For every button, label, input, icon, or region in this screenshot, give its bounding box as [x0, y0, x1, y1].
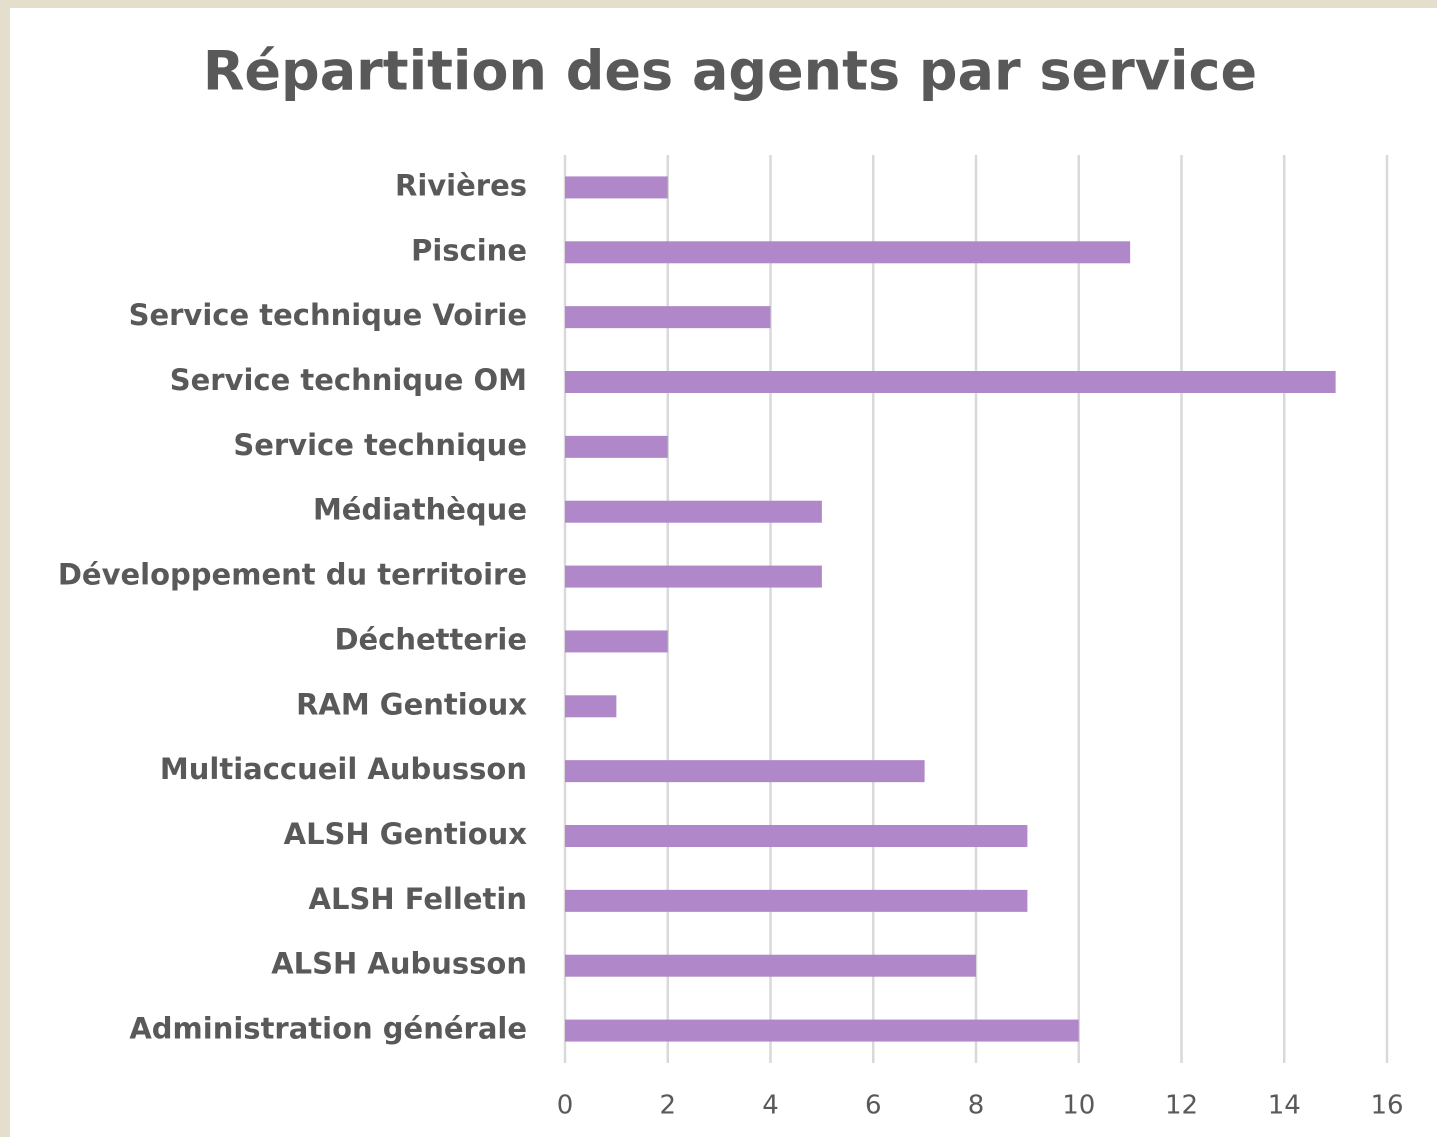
y-tick-label: Administration générale — [129, 1012, 527, 1046]
bar — [565, 241, 1131, 264]
y-tick-label: Multiaccueil Aubusson — [160, 752, 527, 786]
y-tick-label: Rivières — [395, 168, 527, 202]
x-tick-label: 4 — [762, 1091, 779, 1121]
bar — [565, 500, 822, 523]
y-tick-label: ALSH Felletin — [309, 882, 527, 916]
x-tick-label: 2 — [659, 1091, 676, 1121]
x-tick-label: 14 — [1268, 1091, 1301, 1121]
y-tick-label: RAM Gentioux — [296, 687, 527, 721]
x-tick-label: 10 — [1062, 1091, 1095, 1121]
bar — [565, 371, 1336, 393]
bar — [565, 889, 1028, 912]
x-tick-label: 6 — [865, 1091, 882, 1121]
y-tick-label: Déchetterie — [334, 622, 527, 656]
bar — [565, 760, 925, 783]
x-tick-label: 8 — [968, 1091, 985, 1121]
x-tick-label: 16 — [1370, 1091, 1403, 1121]
x-tick-label: 0 — [557, 1091, 574, 1121]
bar — [565, 565, 822, 588]
bar — [565, 695, 617, 718]
x-tick-label: 12 — [1165, 1091, 1198, 1121]
y-tick-label: ALSH Aubusson — [271, 947, 527, 981]
y-tick-label: Développement du territoire — [58, 558, 527, 592]
bar — [565, 306, 771, 329]
bar — [565, 825, 1028, 847]
bar — [565, 1019, 1079, 1042]
y-tick-label: Médiathèque — [313, 493, 527, 527]
y-tick-label: Service technique Voirie — [129, 298, 527, 332]
bar — [565, 630, 668, 653]
bar — [565, 435, 668, 458]
bar — [565, 954, 976, 977]
chart-title: Répartition des agents par service — [203, 40, 1257, 103]
y-tick-label: Service technique — [233, 428, 527, 462]
y-tick-label: ALSH Gentioux — [284, 817, 528, 851]
y-tick-label: Piscine — [411, 233, 527, 267]
y-tick-label: Service technique OM — [170, 363, 527, 397]
bar — [565, 176, 668, 199]
